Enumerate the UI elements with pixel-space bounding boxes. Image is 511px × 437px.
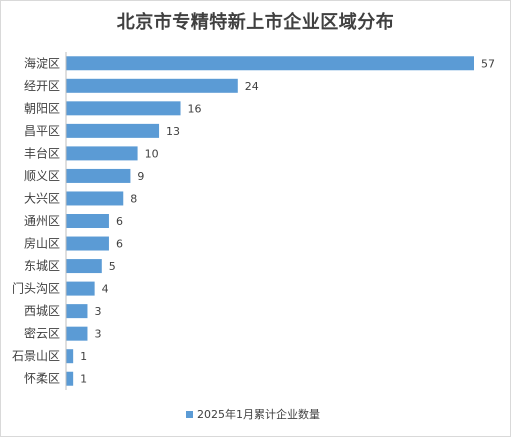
category-label: 朝阳区 bbox=[24, 101, 60, 115]
bar bbox=[66, 304, 88, 319]
bar bbox=[66, 371, 74, 386]
value-label: 4 bbox=[102, 283, 109, 296]
value-label: 57 bbox=[481, 57, 495, 70]
bar bbox=[66, 281, 95, 296]
category-label: 密云区 bbox=[24, 326, 60, 341]
bar bbox=[66, 236, 109, 251]
category-label: 丰台区 bbox=[24, 145, 60, 160]
category-label: 怀柔区 bbox=[24, 372, 60, 386]
bar bbox=[66, 326, 88, 341]
category-label: 房山区 bbox=[24, 236, 60, 251]
value-label: 3 bbox=[94, 305, 101, 318]
category-label: 门头沟区 bbox=[12, 281, 60, 296]
value-label: 16 bbox=[188, 102, 202, 115]
value-label: 1 bbox=[80, 373, 87, 386]
chart-title: 北京市专精特新上市企业区域分布 bbox=[116, 12, 395, 33]
value-label: 10 bbox=[145, 147, 159, 160]
category-label: 经开区 bbox=[24, 79, 60, 93]
legend-swatch bbox=[186, 411, 193, 418]
value-label: 24 bbox=[245, 80, 259, 93]
bar bbox=[66, 146, 138, 161]
legend-label: 2025年1月累计企业数量 bbox=[197, 407, 320, 421]
bar bbox=[66, 168, 131, 183]
category-label: 海淀区 bbox=[24, 55, 60, 70]
value-label: 13 bbox=[166, 125, 180, 138]
bar bbox=[66, 259, 102, 274]
value-label: 1 bbox=[80, 350, 87, 363]
value-label: 6 bbox=[116, 238, 123, 251]
bar bbox=[66, 349, 74, 364]
category-label: 大兴区 bbox=[24, 191, 60, 205]
bar bbox=[66, 78, 238, 93]
value-label: 3 bbox=[94, 328, 101, 341]
bar bbox=[66, 191, 124, 206]
category-label: 石景山区 bbox=[12, 349, 60, 363]
category-label: 西城区 bbox=[24, 304, 60, 318]
category-label: 东城区 bbox=[24, 259, 60, 273]
category-label: 昌平区 bbox=[24, 124, 60, 138]
bar bbox=[66, 101, 181, 116]
value-label: 9 bbox=[137, 170, 144, 183]
bar bbox=[66, 56, 474, 71]
value-label: 8 bbox=[130, 192, 137, 205]
value-label: 6 bbox=[116, 215, 123, 228]
bar bbox=[66, 214, 109, 228]
category-label: 通州区 bbox=[24, 214, 60, 228]
category-label: 顺义区 bbox=[24, 169, 60, 183]
value-label: 5 bbox=[109, 260, 116, 273]
bar bbox=[66, 123, 160, 138]
